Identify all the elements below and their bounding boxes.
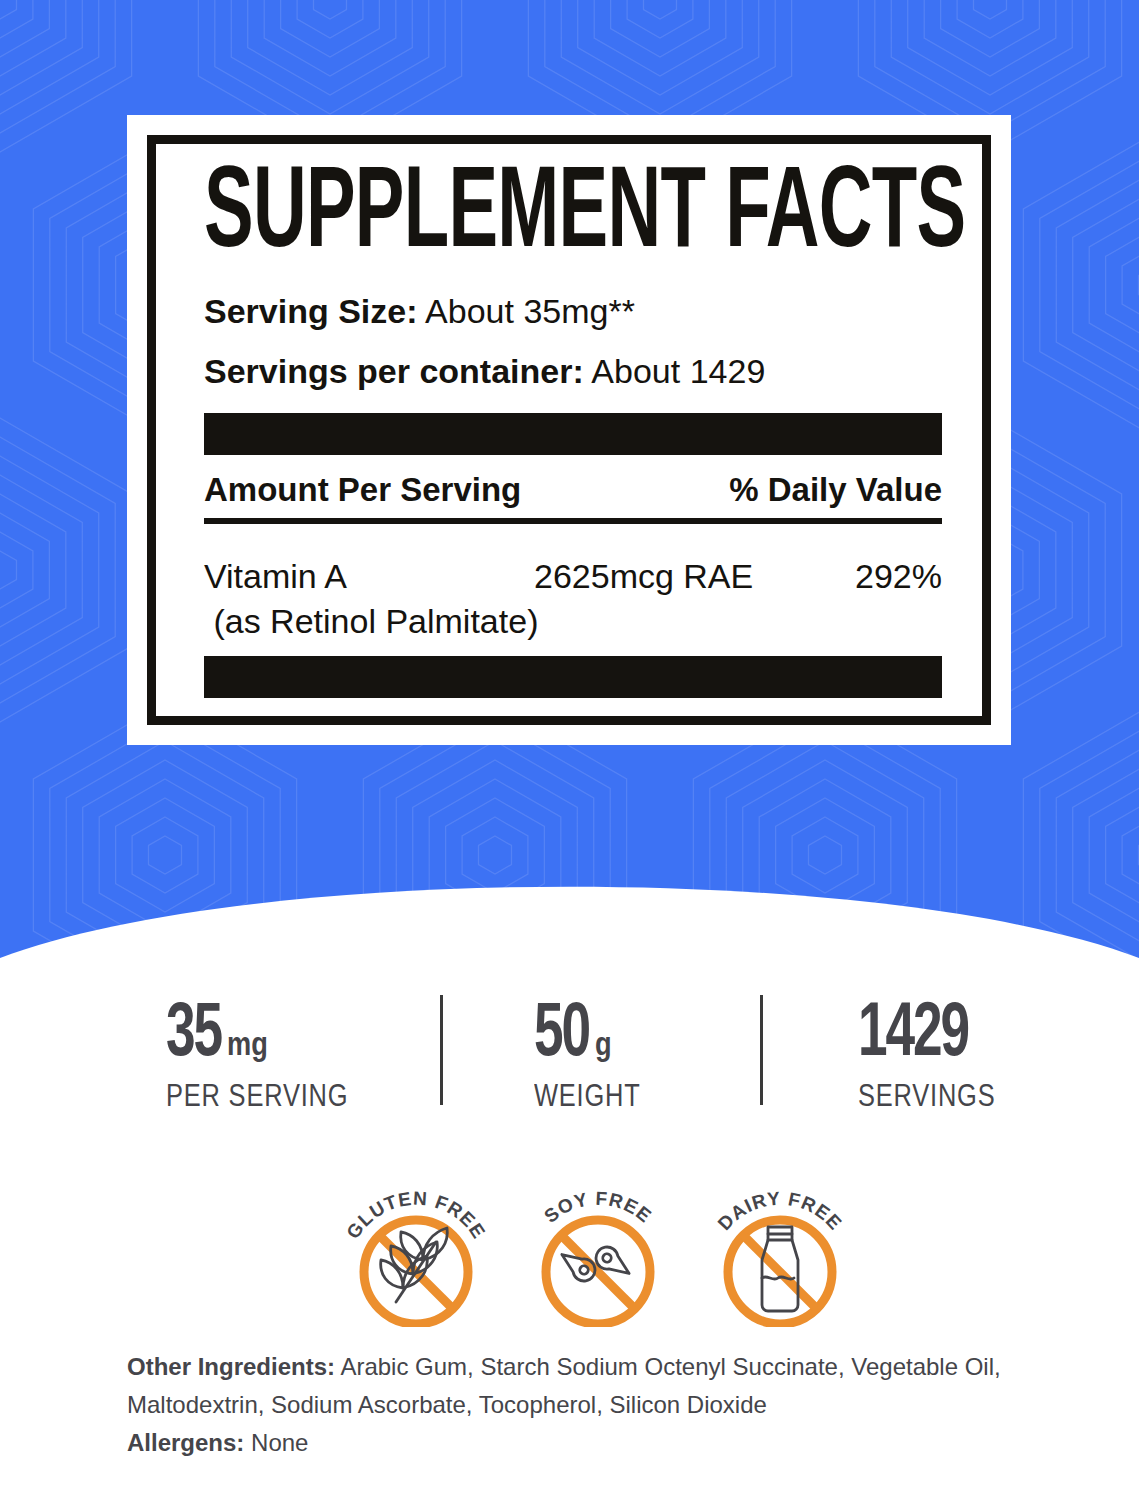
svg-text:GLUTEN FREE: GLUTEN FREE [342, 1188, 489, 1243]
